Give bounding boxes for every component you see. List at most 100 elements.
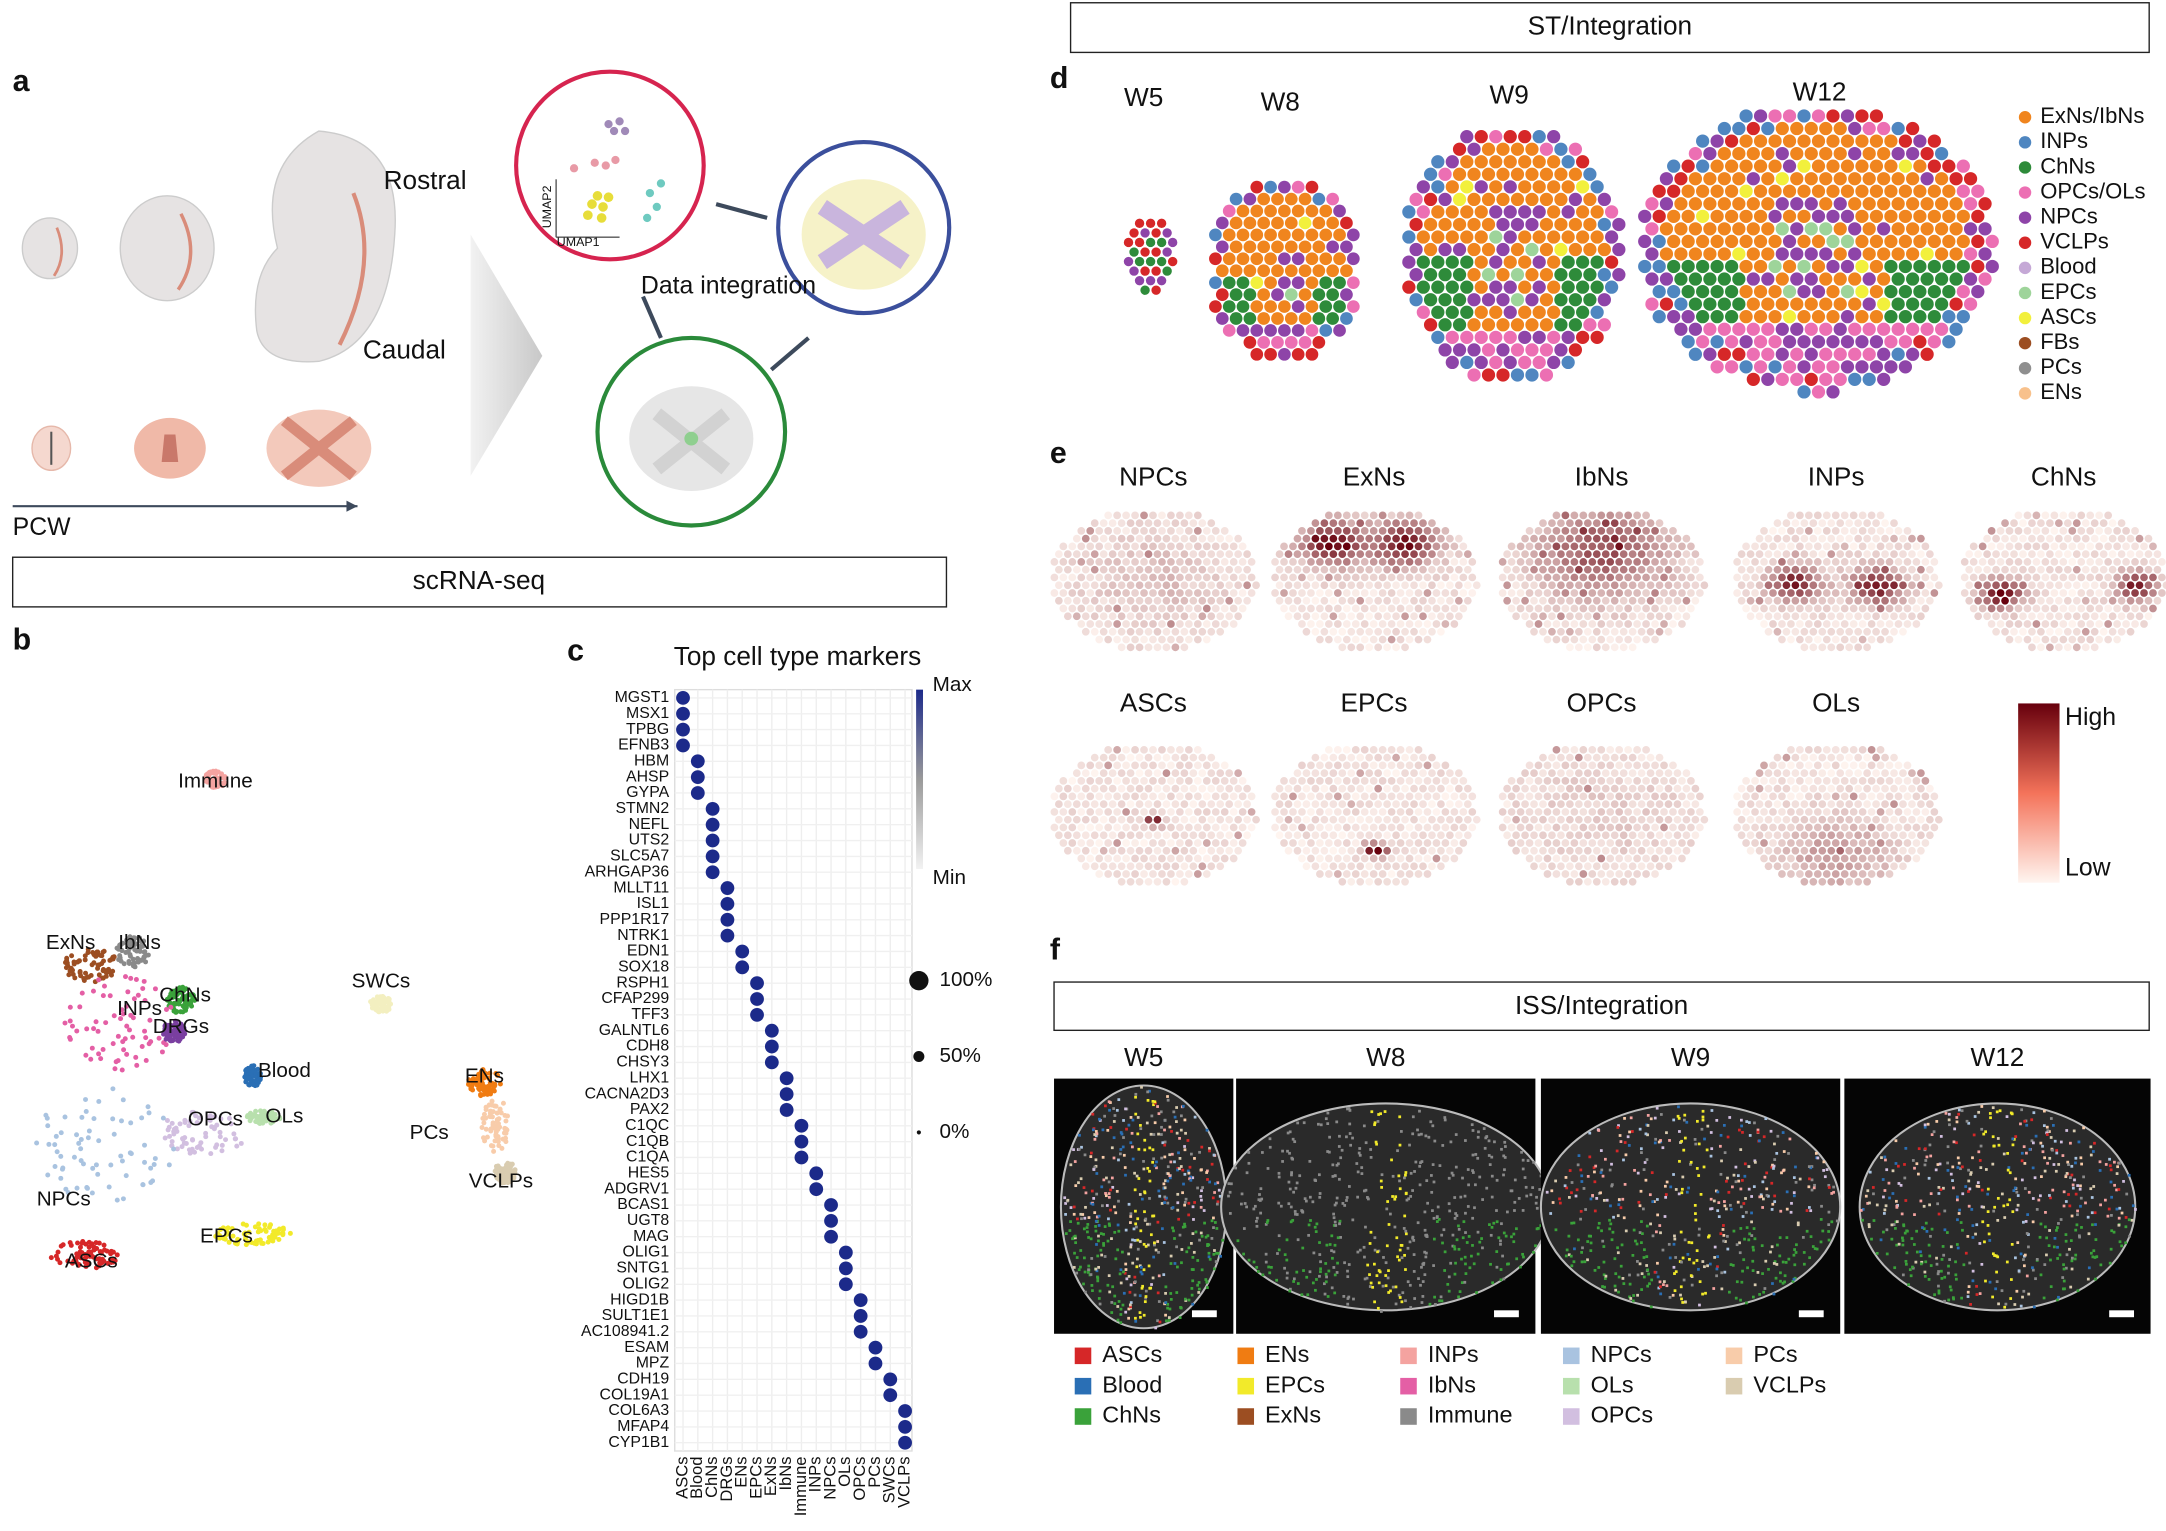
spot <box>1460 155 1474 169</box>
cell-point <box>172 1001 178 1007</box>
spot <box>2122 604 2130 613</box>
spot <box>2054 612 2063 621</box>
spot <box>1153 534 1162 543</box>
spot <box>1081 627 1090 636</box>
legend-swatch <box>2018 362 2032 375</box>
cell-point <box>483 1104 489 1110</box>
spot <box>1768 209 1782 223</box>
spot <box>1753 109 1768 123</box>
spot <box>1624 870 1633 878</box>
spot <box>1311 550 1320 559</box>
spot <box>1117 753 1126 762</box>
spot <box>1717 197 1731 211</box>
colorbar-label: Min <box>933 866 966 889</box>
spot <box>1176 573 1184 582</box>
spot <box>1579 635 1588 644</box>
spot <box>1778 573 1786 582</box>
spot <box>1796 589 1804 597</box>
spot <box>1498 573 1507 582</box>
spot <box>1687 558 1695 566</box>
spot <box>1257 264 1271 278</box>
spot <box>1081 815 1090 824</box>
spot <box>1104 839 1113 847</box>
spot <box>1642 823 1650 832</box>
spot <box>1669 573 1677 582</box>
spot <box>1144 565 1153 574</box>
spot <box>1525 792 1534 801</box>
spot <box>1131 777 1139 785</box>
spot <box>1113 761 1121 770</box>
cell-point <box>101 983 107 989</box>
spot <box>1072 534 1081 543</box>
spot <box>2108 550 2117 559</box>
spot <box>1773 565 1782 574</box>
spot <box>1271 312 1284 325</box>
cell-point <box>234 1143 240 1149</box>
spot <box>1236 252 1250 266</box>
spot <box>1468 823 1477 832</box>
spot <box>1669 792 1677 801</box>
spot <box>1126 862 1135 871</box>
spot <box>2068 620 2077 628</box>
spot <box>1688 222 1703 236</box>
spot <box>1624 558 1633 566</box>
spot <box>1229 589 1238 597</box>
spot <box>1669 620 1677 628</box>
cell-point <box>181 1140 187 1146</box>
spot <box>1532 230 1546 244</box>
spot <box>1202 854 1211 863</box>
spot <box>1077 573 1086 582</box>
cell-point <box>148 1165 154 1171</box>
spot <box>1539 862 1547 871</box>
spot <box>1548 784 1556 793</box>
spot <box>1521 769 1529 777</box>
spot <box>1746 172 1760 186</box>
cell-point <box>143 1035 149 1041</box>
spot <box>1416 255 1430 269</box>
spot <box>1568 242 1583 257</box>
spot <box>1387 511 1396 520</box>
spot <box>2037 550 2045 559</box>
spot <box>1149 604 1157 613</box>
spot <box>1791 534 1800 543</box>
spot <box>1927 134 1941 148</box>
panel-label: c <box>567 634 584 667</box>
spot <box>2095 558 2104 566</box>
spot <box>1845 550 1854 559</box>
spot <box>1356 846 1365 855</box>
spot <box>1891 297 1905 311</box>
spot <box>1284 612 1293 621</box>
spot <box>1570 777 1579 785</box>
spot <box>1624 745 1633 754</box>
spot <box>1917 769 1925 777</box>
spot <box>2023 511 2032 520</box>
cell-point <box>83 1097 88 1103</box>
spot <box>1401 815 1409 824</box>
spot <box>1566 800 1574 809</box>
marker-dot <box>853 1309 868 1323</box>
spot <box>2054 565 2063 574</box>
cell-point <box>189 1003 195 1009</box>
spot <box>1189 519 1198 527</box>
spot <box>1320 581 1329 590</box>
y-tick-label: HBM <box>634 752 669 769</box>
spot <box>1646 800 1655 809</box>
spot <box>1782 753 1791 762</box>
spot <box>2113 620 2121 628</box>
spot <box>1610 550 1619 559</box>
spot <box>1574 612 1583 621</box>
spot <box>1753 259 1768 274</box>
spot <box>1669 839 1677 847</box>
spot <box>1238 604 1247 613</box>
cell-point <box>140 986 146 992</box>
cell-point <box>163 1042 169 1048</box>
spot <box>1338 534 1347 543</box>
spot <box>1250 204 1264 218</box>
spot <box>1446 784 1454 793</box>
spot <box>1450 808 1459 816</box>
spot <box>1503 596 1511 605</box>
spot <box>1275 800 1284 809</box>
spot <box>2005 604 2014 613</box>
spot <box>1521 581 1529 590</box>
spot <box>1414 542 1423 551</box>
